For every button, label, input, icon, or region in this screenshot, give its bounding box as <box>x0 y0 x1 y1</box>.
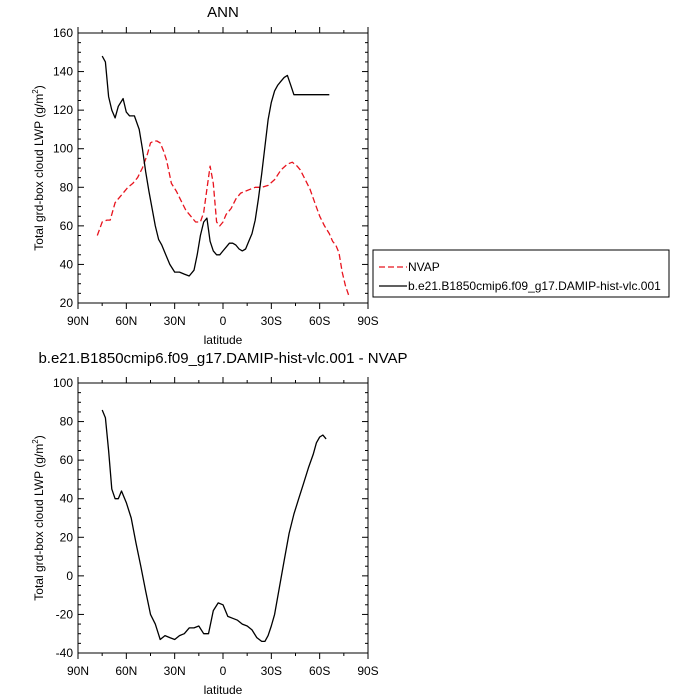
y-axis-label-main: Total grd-box cloud LWP (g/m <box>32 94 46 251</box>
x-tick-label: 90S <box>357 314 378 328</box>
x-axis-label: latitude <box>204 683 243 697</box>
y-axis-label-close: ) <box>32 435 46 439</box>
x-axis-label: latitude <box>204 333 243 347</box>
y-axis-label-close: ) <box>32 85 46 89</box>
x-axis: 90N 60N 30N 0 30S 60S 90S <box>67 377 379 678</box>
panel-difference: b.e21.B1850cmip6.f09_g17.DAMIP-hist-vlc.… <box>31 350 408 697</box>
y-tick-label: -40 <box>56 646 74 660</box>
chart-title: b.e21.B1850cmip6.f09_g17.DAMIP-hist-vlc.… <box>38 350 407 367</box>
x-tick-label: 0 <box>220 664 227 678</box>
y-axis-label-superscript: 2 <box>31 439 40 444</box>
y-tick-label: 20 <box>60 296 74 310</box>
chart-title: ANN <box>207 4 239 21</box>
y-tick-label: 80 <box>60 180 74 194</box>
legend-label-nvap: NVAP <box>408 260 440 274</box>
x-tick-label: 90S <box>357 664 378 678</box>
y-axis: -40 -20 0 20 40 60 80 100 <box>53 376 368 660</box>
y-axis-label-superscript: 2 <box>31 89 40 94</box>
x-tick-label: 60N <box>115 664 137 678</box>
y-tick-label: 140 <box>53 65 73 79</box>
y-tick-label: 20 <box>60 530 74 544</box>
x-tick-label: 30N <box>164 314 186 328</box>
x-tick-label: 30N <box>164 664 186 678</box>
series-line-b <box>101 55 330 277</box>
x-axis: 90N 60N 30N 0 30S 60S 90S <box>67 27 379 328</box>
y-axis-label: Total grd-box cloud LWP (g/m2) <box>31 435 46 600</box>
x-tick-label: 60S <box>309 664 330 678</box>
y-tick-label: 160 <box>53 26 73 40</box>
x-tick-label: 0 <box>220 314 227 328</box>
y-axis-label: Total grd-box cloud LWP (g/m2) <box>31 85 46 250</box>
legend-label-model: b.e21.B1850cmip6.f09_g17.DAMIP-hist-vlc.… <box>408 279 661 293</box>
y-tick-label: 80 <box>60 415 74 429</box>
y-tick-label: 0 <box>66 569 73 583</box>
x-tick-label: 90N <box>67 314 89 328</box>
x-tick-label: 30S <box>261 314 282 328</box>
y-axis: 20 40 60 80 100 120 140 160 <box>53 26 368 310</box>
x-tick-label: 30S <box>261 664 282 678</box>
y-tick-label: 100 <box>53 142 73 156</box>
series-layer <box>96 55 350 296</box>
y-tick-label: -20 <box>56 607 74 621</box>
x-tick-label: 60S <box>309 314 330 328</box>
x-tick-label: 90N <box>67 664 89 678</box>
series-layer <box>101 409 327 643</box>
series-line-nvap <box>96 140 350 296</box>
plot-frame <box>77 382 369 654</box>
y-tick-label: 60 <box>60 453 74 467</box>
y-tick-label: 60 <box>60 219 74 233</box>
y-tick-label: 40 <box>60 257 74 271</box>
legend-box <box>372 249 670 298</box>
y-tick-label: 120 <box>53 103 73 117</box>
series-line-difference <box>101 409 327 643</box>
panel-ann: ANN 20 40 60 80 100 120 140 160 90N 60N 30N 0 30S 60… <box>31 4 670 347</box>
legend: NVAP b.e21.B1850cmip6.f09_g17.DAMIP-hist… <box>372 249 670 298</box>
x-tick-label: 60N <box>115 314 137 328</box>
y-axis-label-main: Total grd-box cloud LWP (g/m <box>32 444 46 601</box>
plot-frame <box>77 32 369 304</box>
y-tick-label: 40 <box>60 492 74 506</box>
y-tick-label: 100 <box>53 376 73 390</box>
